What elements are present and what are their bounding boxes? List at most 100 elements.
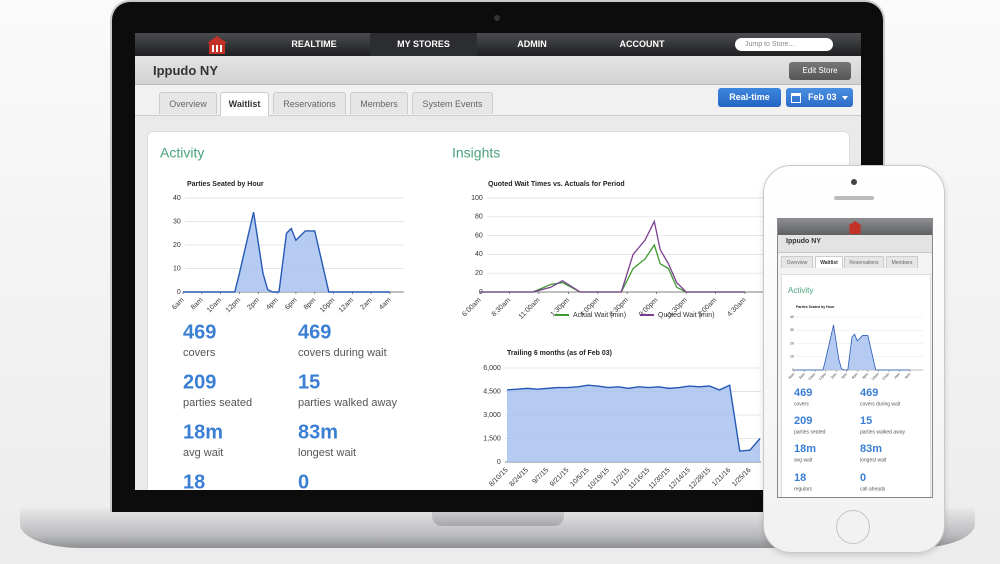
stat-value: 469 xyxy=(860,387,878,399)
x-tick-label: 6pm xyxy=(851,372,859,380)
stat-label: avg wait xyxy=(183,447,223,459)
x-tick-label: 8/24/15 xyxy=(508,467,530,489)
content-card xyxy=(781,274,931,497)
tab[interactable]: Overview xyxy=(159,92,217,114)
camera xyxy=(494,15,500,21)
phone-charts: Activity Parties Seated by Hour 0 10 20 30 40… xyxy=(788,286,923,492)
logo[interactable] xyxy=(206,35,228,55)
caret xyxy=(842,96,848,100)
nav-bar xyxy=(135,33,861,56)
stat-value: 83m xyxy=(298,421,338,443)
y-tick-label: 20 xyxy=(173,242,181,249)
store-name: Ippudo NY xyxy=(786,238,821,245)
y-tick-label: 80 xyxy=(475,214,483,221)
x-tick-label: 8am xyxy=(190,297,205,312)
y-tick-label: 3,000 xyxy=(483,412,501,419)
x-tick-label: 6:00am xyxy=(461,297,483,319)
nav-item[interactable]: ACCOUNT xyxy=(619,39,665,49)
y-tick-label: 20 xyxy=(475,270,483,277)
stat-label: longest wait xyxy=(860,457,887,463)
stat-label: parties seated xyxy=(794,429,826,435)
stat-label: parties seated xyxy=(183,397,252,409)
stat-label: call aheads xyxy=(860,486,886,492)
home-button[interactable] xyxy=(836,510,870,544)
tab[interactable]: Members xyxy=(350,92,408,114)
y-tick-label: 100 xyxy=(471,195,483,202)
dashboard-charts: Activity Insights Parties Seated by Hour… xyxy=(160,145,861,490)
nav-item[interactable]: ADMIN xyxy=(517,39,547,49)
y-tick-label: 10 xyxy=(790,355,794,359)
chart-title: Parties Seated by Hour xyxy=(187,181,264,188)
x-tick-label: 10am xyxy=(206,297,223,314)
tab[interactable]: Reservations xyxy=(844,256,884,268)
phone-speaker xyxy=(834,196,874,200)
stat-label: covers during wait xyxy=(860,401,901,407)
realtime-button[interactable]: Real-time xyxy=(718,88,781,107)
calendar-icon xyxy=(791,93,801,103)
x-tick-label: 2am xyxy=(893,372,901,380)
stat-value: 15 xyxy=(860,415,872,427)
stat-label: regulars xyxy=(794,486,813,492)
x-tick-label: 2am xyxy=(359,297,374,312)
x-tick-label: 10am xyxy=(807,372,816,381)
y-tick-label: 60 xyxy=(475,232,483,239)
x-tick-label: 12pm xyxy=(225,297,242,314)
nav-item[interactable]: MY STORES xyxy=(370,33,477,56)
x-tick-label: 1/11/16 xyxy=(711,467,732,488)
y-tick-label: 10 xyxy=(173,265,181,272)
x-tick-label: 8am xyxy=(798,372,806,380)
y-tick-label: 0 xyxy=(792,368,794,372)
line xyxy=(794,324,910,371)
chart-title: Quoted Wait Times vs. Actuals for Period xyxy=(488,181,625,188)
y-tick-label: 20 xyxy=(790,341,794,345)
date-button[interactable]: Feb 03 xyxy=(786,88,853,107)
search-box[interactable]: Jump to Store... xyxy=(735,38,833,51)
line xyxy=(183,211,390,293)
tab[interactable]: Waitlist xyxy=(815,256,843,268)
x-tick-label: 8pm xyxy=(303,297,318,312)
x-tick-label: 11:00am xyxy=(518,297,542,321)
nav-item[interactable]: REALTIME xyxy=(291,39,337,49)
stat-value: 0 xyxy=(298,471,309,490)
logo[interactable] xyxy=(848,221,862,234)
y-tick-label: 40 xyxy=(475,251,483,258)
phone-camera xyxy=(851,179,857,185)
line xyxy=(480,243,745,293)
stat-value: 18m xyxy=(794,443,816,455)
line xyxy=(506,384,761,452)
tab[interactable]: System Events xyxy=(412,92,493,114)
y-tick-label: 1,500 xyxy=(483,435,501,442)
y-tick-label: 40 xyxy=(173,195,181,202)
stat-value: 469 xyxy=(794,387,812,399)
chart-title: Trailing 6 months (as of Feb 03) xyxy=(507,350,612,357)
x-tick-label: 12pm xyxy=(818,372,827,381)
legend-label: Actual Wait (min) xyxy=(573,312,626,319)
laptop-notch xyxy=(432,510,564,526)
x-tick-label: 8:30am xyxy=(491,297,513,319)
stat-value: 469 xyxy=(298,321,331,343)
legend-label: Quoted Wait (min) xyxy=(658,312,715,319)
tab[interactable]: Overview xyxy=(781,256,813,268)
tab[interactable]: Reservations xyxy=(273,92,346,114)
date-label: Feb 03 xyxy=(808,92,837,102)
stat-value: 209 xyxy=(794,415,812,427)
x-tick-label: 2pm xyxy=(246,297,261,312)
section-heading: Activity xyxy=(788,286,813,295)
tab[interactable]: Members xyxy=(886,256,918,268)
stat-label: avg wait xyxy=(794,457,813,463)
stat-label: longest wait xyxy=(298,447,356,459)
y-tick-label: 30 xyxy=(790,328,794,332)
phone-screen: Ippudo NY Overview Waitlist Reservations… xyxy=(777,218,933,498)
x-tick-label: 1/25/16 xyxy=(731,467,753,489)
x-tick-label: 4pm xyxy=(265,297,280,312)
stat-value: 15 xyxy=(298,371,320,393)
x-tick-label: 8/10/15 xyxy=(488,467,510,489)
tab[interactable]: Waitlist xyxy=(220,92,269,116)
area xyxy=(507,385,760,462)
x-tick-label: 6pm xyxy=(284,297,299,312)
edit-button[interactable]: Edit Store xyxy=(789,62,851,80)
stat-value: 18 xyxy=(794,472,806,484)
chart-title: Parties Seated by Hour xyxy=(796,305,835,309)
x-tick-label: 4:30am xyxy=(726,297,748,319)
